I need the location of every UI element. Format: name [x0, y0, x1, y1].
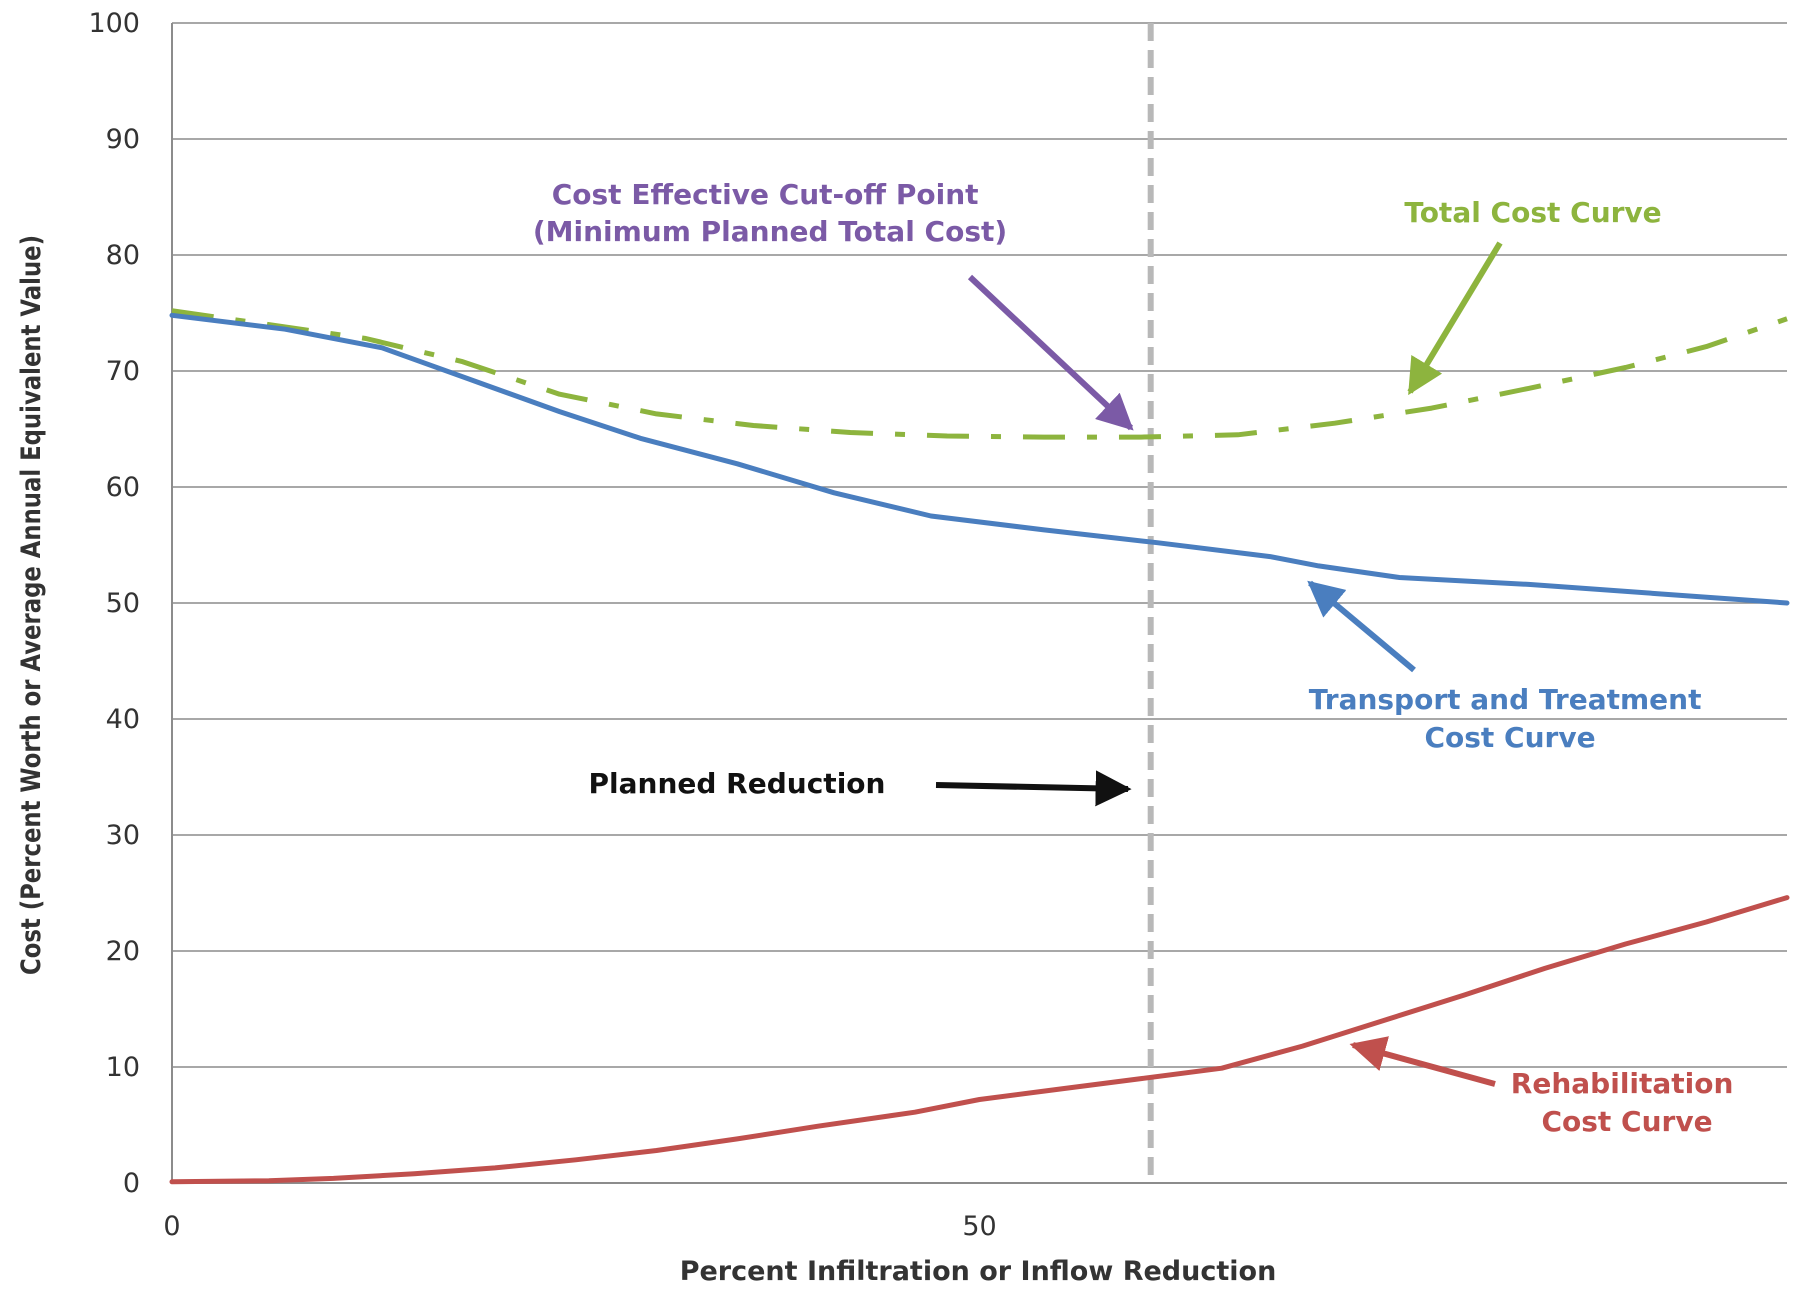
y-tick-label: 20: [106, 936, 140, 967]
y-tick-label: 10: [106, 1052, 140, 1083]
series-line-2: [169, 895, 1790, 1185]
y-tick-label: 30: [106, 820, 140, 851]
y-tick-label: 90: [106, 124, 140, 155]
series-line-0: [171, 308, 1788, 440]
x-tick-label: 50: [962, 1211, 996, 1242]
total-cost-label: Total Cost Curve: [1404, 196, 1661, 229]
gridlines: [172, 22, 1787, 1184]
y-tick-label: 80: [106, 240, 140, 271]
y-axis-title: Cost (Percent Worth or Average Annual Eq…: [16, 235, 47, 975]
cutoff-arrow: [967, 274, 1134, 431]
series-line-1: [169, 312, 1790, 606]
transport-arrow: [1307, 580, 1416, 673]
y-tick-label: 100: [88, 8, 140, 39]
y-tick-label: 60: [106, 472, 140, 503]
y-tick-label: 40: [106, 704, 140, 735]
y-tick-label: 0: [123, 1168, 140, 1199]
transport-label: Transport and Treatment Cost Curve: [1309, 683, 1712, 754]
y-tick-labels: 0 10 20 30 40 50 60 70 80 90 100: [88, 8, 140, 1199]
rehab-label: Rehabilitation Cost Curve: [1511, 1067, 1743, 1138]
rehab-arrow: [1349, 1036, 1496, 1087]
planned-reduction-label: Planned Reduction: [589, 767, 886, 800]
cutoff-label: Cost Effective Cut-off Point (Minimum Pl…: [533, 178, 1007, 248]
axes: [171, 23, 1787, 1184]
y-tick-label: 70: [106, 356, 140, 387]
series-lines: [169, 308, 1790, 1185]
y-tick-label: 50: [106, 588, 140, 619]
x-axis-title: Percent Infiltration or Inflow Reduction: [680, 1256, 1277, 1287]
x-tick-label: 0: [163, 1211, 180, 1242]
planned-arrow: [935, 770, 1132, 807]
x-tick-labels: 0 50: [163, 1211, 996, 1242]
total-cost-arrow: [1407, 241, 1503, 396]
